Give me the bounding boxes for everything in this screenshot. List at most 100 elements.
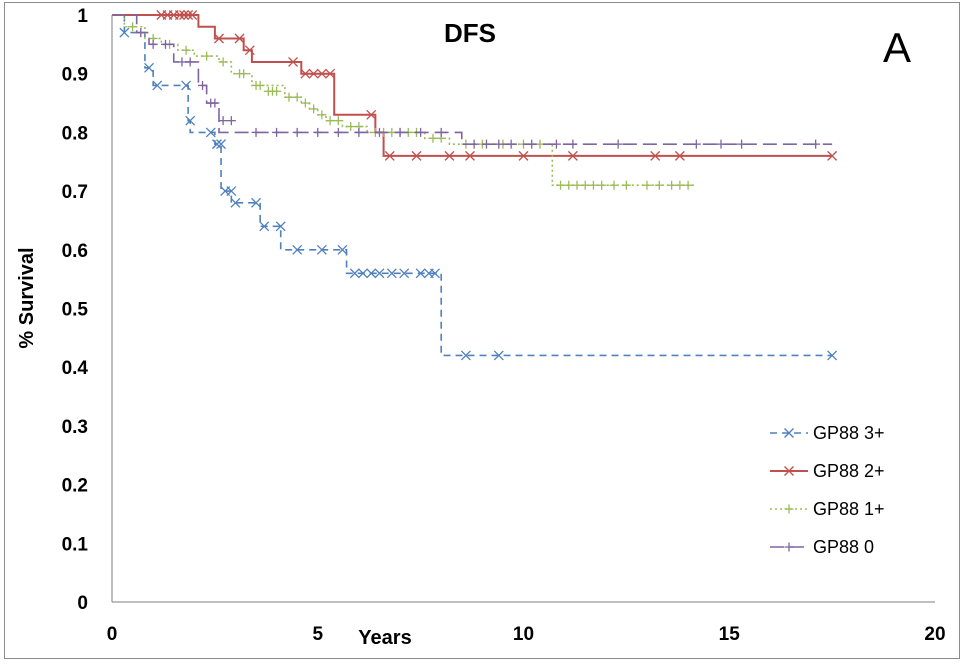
censor-mark [144, 62, 154, 73]
censor-mark [234, 33, 245, 44]
censor-mark [811, 139, 821, 149]
censor-mark [430, 268, 440, 279]
censor-mark [185, 115, 196, 126]
censor-mark [415, 268, 426, 279]
censor-mark [674, 150, 685, 161]
censor-mark [493, 350, 504, 361]
x-tick-label: 20 [924, 624, 945, 645]
censor-mark [428, 133, 438, 143]
x-tick-labels: 0 5 10 15 20 [107, 624, 946, 645]
y-tick-label: 0.9 [62, 65, 88, 86]
censor-mark [272, 86, 282, 96]
censor-mark [518, 150, 529, 161]
censor-mark [564, 180, 574, 190]
censor-mark [716, 139, 726, 149]
censor-mark [399, 268, 410, 279]
legend-marker [784, 428, 794, 438]
censor-mark [481, 139, 491, 149]
censor-mark [300, 98, 310, 108]
censor-mark [691, 139, 701, 149]
censor-mark [308, 68, 319, 79]
y-tick-label: 0.3 [62, 417, 88, 438]
censor-mark [218, 116, 228, 126]
legend-label: GP88 1+ [813, 499, 885, 519]
censor-mark [460, 350, 471, 361]
censor-mark [313, 127, 323, 137]
censor-mark [183, 10, 194, 20]
censor-mark [506, 139, 516, 149]
censor-mark [613, 139, 623, 149]
censor-mark [316, 68, 327, 79]
censor-mark [309, 104, 319, 114]
censor-mark [292, 244, 303, 255]
panel-label: A [883, 24, 911, 71]
censor-mark [827, 350, 838, 361]
censor-mark [366, 109, 377, 120]
chart-frame [4, 2, 960, 659]
x-tick-label: 15 [719, 624, 741, 645]
series-gp88-3plus [112, 14, 838, 361]
censor-mark [349, 268, 360, 279]
censor-mark [239, 69, 249, 79]
censor-mark [187, 10, 198, 20]
censor-mark [597, 180, 607, 190]
censor-mark [181, 45, 191, 55]
censor-mark [244, 45, 255, 56]
y-tick-label: 0.2 [62, 476, 88, 497]
censor-mark [333, 116, 343, 126]
series-line-gp88-3plus [112, 14, 833, 357]
censor-mark [259, 221, 270, 232]
censor-mark [568, 139, 578, 149]
chart-title: DFS [444, 18, 496, 48]
censor-mark [374, 127, 384, 137]
legend: GP88 3+ GP88 2+ GP88 1+ GP88 0 [770, 423, 885, 557]
censor-mark [494, 139, 504, 149]
censor-mark [527, 139, 537, 149]
censor-mark [218, 57, 228, 67]
censor-mark [181, 80, 192, 91]
censor-mark [374, 268, 385, 279]
censor-mark [667, 180, 677, 190]
censor-mark [572, 180, 582, 190]
censor-mark [292, 127, 302, 137]
censor-mark [333, 127, 343, 137]
censor-mark [395, 127, 405, 137]
censor-mark [177, 57, 187, 67]
censor-mark [325, 68, 336, 79]
censor-mark [609, 180, 619, 190]
legend-label: GP88 3+ [813, 423, 885, 443]
legend-item: GP88 1+ [770, 499, 885, 519]
censor-mark [642, 180, 652, 190]
censor-mark [436, 127, 446, 137]
x-tick-label: 10 [513, 624, 534, 645]
y-tick-label: 0.4 [62, 358, 89, 379]
censor-mark [621, 180, 631, 190]
censor-mark [128, 22, 138, 32]
censor-mark [654, 180, 664, 190]
censor-mark [411, 150, 422, 161]
y-tick-labels: 0 0.1 0.2 0.3 0.4 0.5 0.6 0.7 0.8 0.9 1 [62, 6, 89, 614]
legend-marker [784, 542, 794, 552]
censor-mark [160, 39, 170, 49]
censor-mark [148, 39, 158, 49]
censor-mark [214, 33, 224, 44]
censor-mark [675, 180, 685, 190]
censor-mark [325, 116, 335, 126]
censor-mark [317, 110, 327, 120]
censor-mark [275, 221, 286, 232]
censor-mark [284, 92, 294, 102]
legend-marker [784, 466, 794, 476]
legend-item: GP88 3+ [770, 423, 885, 443]
censor-mark [316, 244, 327, 255]
censor-mark [358, 268, 368, 279]
legend-label: GP88 2+ [813, 461, 885, 481]
censor-mark [226, 116, 236, 126]
censor-mark [255, 80, 265, 90]
censor-mark [198, 80, 208, 90]
censor-mark [386, 268, 397, 279]
x-tick-label: 5 [312, 624, 323, 645]
censor-mark [366, 268, 377, 279]
censor-mark [179, 10, 189, 20]
censor-mark [230, 197, 241, 208]
